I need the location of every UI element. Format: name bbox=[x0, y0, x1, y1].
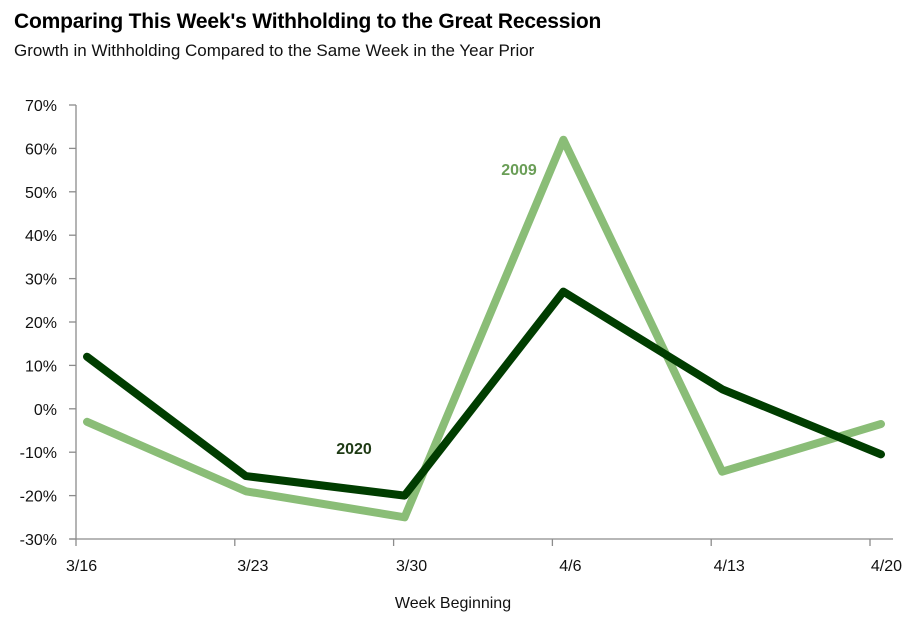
y-tick-label: -30% bbox=[20, 532, 57, 549]
x-tick-label: 4/6 bbox=[559, 558, 581, 575]
series-labels: 2009 2020 bbox=[336, 162, 537, 458]
y-tick-label: 0% bbox=[34, 402, 57, 419]
series-lines bbox=[83, 135, 885, 522]
y-tick-label: -10% bbox=[20, 445, 57, 462]
series-label-2020: 2020 bbox=[336, 441, 372, 458]
series-label-2009: 2009 bbox=[501, 162, 537, 179]
x-tick-label: 3/30 bbox=[396, 558, 427, 575]
y-tick-label: 30% bbox=[25, 272, 57, 289]
y-tick-label: 70% bbox=[25, 98, 57, 115]
axes: -30% -20% -10% 0% 10% 20% 30% 40% 50% 60% 70% 3/16 3… bbox=[20, 98, 902, 612]
x-tick-label: 3/16 bbox=[66, 558, 97, 575]
x-tick-label: 4/13 bbox=[714, 558, 745, 575]
x-tick-label: 3/23 bbox=[237, 558, 268, 575]
x-tick-label: 4/20 bbox=[871, 558, 902, 575]
chart-subtitle: Growth in Withholding Compared to the Sa… bbox=[14, 41, 535, 60]
y-tick-label: 50% bbox=[25, 185, 57, 202]
series-line-2009 bbox=[83, 135, 885, 522]
y-tick-label: 10% bbox=[25, 358, 57, 375]
y-tick-label: 40% bbox=[25, 228, 57, 245]
chart-title: Comparing This Week's Withholding to the… bbox=[14, 10, 602, 33]
x-axis-title: Week Beginning bbox=[395, 595, 511, 612]
series-line-2020 bbox=[83, 287, 885, 500]
y-tick-label: 20% bbox=[25, 315, 57, 332]
y-tick-label: -20% bbox=[20, 489, 57, 506]
y-tick-label: 60% bbox=[25, 141, 57, 158]
